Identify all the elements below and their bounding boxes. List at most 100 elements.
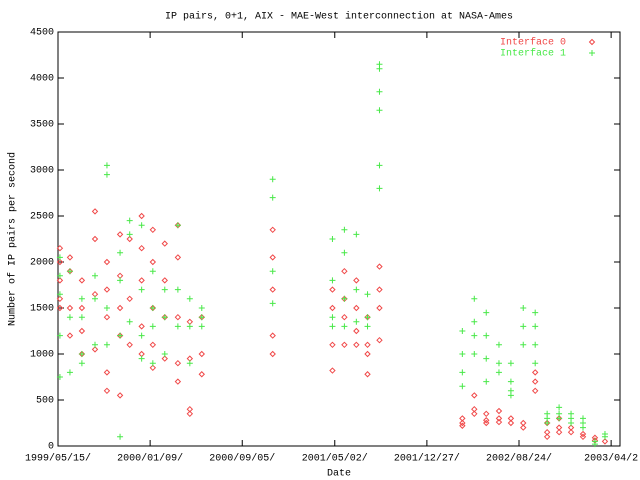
- point: [459, 383, 466, 390]
- point: [531, 378, 539, 385]
- point: [269, 268, 276, 275]
- point: [329, 236, 336, 242]
- point: [78, 327, 86, 335]
- point: [269, 194, 276, 201]
- point: [532, 309, 539, 316]
- point: [149, 305, 156, 311]
- point: [269, 350, 276, 358]
- point: [364, 350, 371, 358]
- point: [471, 351, 478, 357]
- point: [507, 392, 514, 399]
- point: [174, 286, 181, 293]
- point: [459, 351, 466, 357]
- point: [353, 231, 360, 238]
- point: [471, 332, 478, 339]
- point: [117, 249, 124, 256]
- point: [161, 240, 168, 247]
- point: [483, 309, 490, 316]
- point: [117, 277, 124, 284]
- point: [567, 428, 575, 436]
- point: [364, 314, 371, 321]
- point: [364, 341, 371, 349]
- point: [269, 286, 276, 293]
- point: [103, 387, 111, 395]
- point: [66, 332, 74, 339]
- point: [507, 419, 515, 427]
- point: [520, 341, 527, 348]
- point: [601, 433, 608, 440]
- point: [543, 433, 551, 441]
- point: [341, 249, 348, 256]
- point: [544, 420, 551, 426]
- point: [329, 286, 336, 293]
- x-tick-label: 2001/12/27/: [394, 453, 460, 465]
- point: [161, 314, 168, 321]
- y-tick-label: 3000: [30, 166, 54, 177]
- point: [103, 171, 110, 178]
- point: [341, 267, 348, 275]
- point: [186, 295, 193, 302]
- legend-marker: [588, 38, 596, 46]
- point: [149, 323, 156, 330]
- point: [376, 185, 383, 192]
- point: [198, 305, 205, 311]
- y-tick-label: 0: [48, 442, 54, 453]
- point: [555, 428, 563, 436]
- point: [353, 304, 360, 312]
- point: [471, 410, 478, 418]
- point: [483, 378, 490, 385]
- point: [56, 332, 63, 339]
- point: [198, 323, 205, 330]
- point: [198, 371, 205, 378]
- x-tick-label: 2000/01/09/: [117, 453, 183, 465]
- point: [471, 392, 478, 399]
- point: [353, 341, 360, 349]
- point: [520, 305, 527, 311]
- point: [78, 277, 86, 284]
- point: [353, 327, 360, 335]
- point: [103, 258, 111, 266]
- legend-marker: [589, 50, 595, 56]
- point: [126, 217, 133, 224]
- point: [579, 424, 586, 431]
- y-tick-label: 1000: [30, 350, 54, 361]
- point: [103, 341, 110, 348]
- point: [520, 424, 527, 431]
- point: [341, 313, 348, 321]
- point: [78, 314, 85, 321]
- point: [568, 420, 575, 426]
- point: [329, 323, 336, 330]
- point: [459, 419, 466, 427]
- point: [103, 369, 111, 376]
- point: [459, 422, 466, 429]
- point: [66, 254, 74, 261]
- point: [376, 336, 383, 344]
- point: [471, 295, 478, 302]
- x-tick-label: 2001/05/02/: [302, 453, 368, 465]
- point: [376, 88, 383, 95]
- point: [126, 231, 133, 238]
- legend-label: Interface 0: [500, 37, 566, 49]
- legend-label: Interface 1: [500, 48, 566, 60]
- point: [364, 291, 371, 298]
- point: [329, 277, 336, 284]
- y-tick-label: 2000: [30, 258, 54, 269]
- chart-title: IP pairs, 0+1, AIX - MAE-West interconne…: [165, 11, 513, 23]
- point: [149, 258, 157, 266]
- point: [91, 346, 99, 353]
- point: [269, 176, 276, 183]
- y-tick-label: 1500: [30, 304, 54, 315]
- point: [532, 323, 539, 330]
- point: [56, 291, 63, 298]
- point: [92, 272, 99, 279]
- y-tick-label: 500: [36, 396, 54, 407]
- point: [198, 350, 205, 358]
- point: [483, 332, 490, 339]
- point: [116, 304, 124, 312]
- point: [507, 360, 514, 367]
- point: [376, 304, 383, 312]
- point: [186, 360, 193, 367]
- point: [601, 438, 609, 445]
- point: [174, 254, 182, 261]
- point: [103, 305, 110, 311]
